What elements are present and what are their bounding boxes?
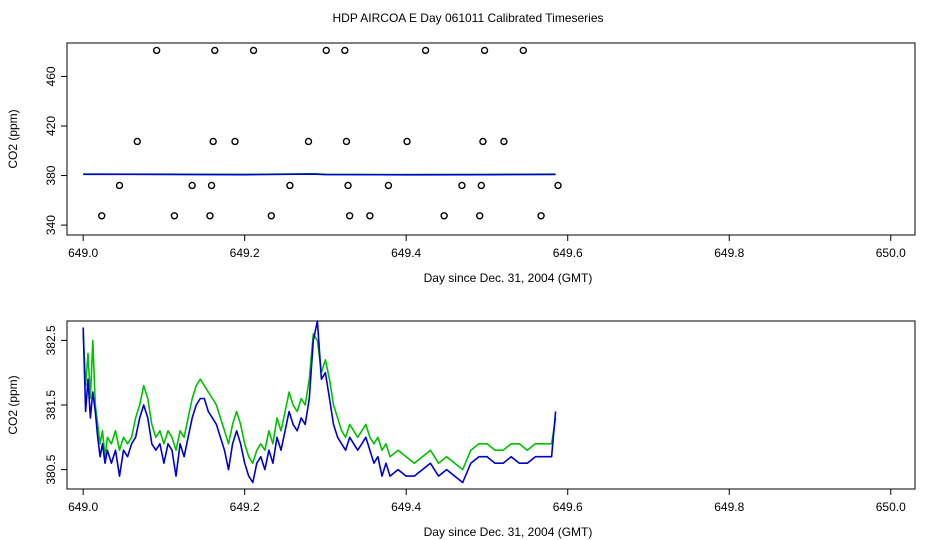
data-point xyxy=(480,46,489,55)
data-point xyxy=(344,181,352,190)
scatter-panel: 649.0 649.2 649.4 649.6 649.8 650.0 340 380 420 4… xyxy=(6,42,916,285)
y-tick-label: 381.5 xyxy=(44,390,58,420)
line-panel: 649.0 649.2 649.4 649.6 649.8 650.0 380.5 381.5… xyxy=(6,320,916,539)
series-line xyxy=(83,173,556,176)
data-point xyxy=(477,181,486,190)
data-point xyxy=(554,181,562,190)
data-point xyxy=(537,212,545,220)
y-tick-label: 382.5 xyxy=(44,325,58,355)
data-point xyxy=(341,46,349,55)
x-tick-label: 649.2 xyxy=(230,246,260,260)
data-point xyxy=(475,212,484,220)
x-tick-label: 649.8 xyxy=(714,500,744,514)
y-tick-label: 340 xyxy=(44,215,58,235)
data-point xyxy=(403,137,411,146)
data-point xyxy=(206,212,214,220)
x-tick-label: 649.0 xyxy=(68,500,98,514)
data-point xyxy=(170,212,179,220)
x-tick-label: 649.6 xyxy=(553,500,583,514)
data-point xyxy=(384,181,393,190)
plot-frame xyxy=(66,42,916,236)
data-point xyxy=(440,212,448,220)
y-axis-title: CO2 (ppm) xyxy=(6,375,20,434)
data-point xyxy=(345,212,354,220)
plot-frame xyxy=(66,320,916,490)
x-tick-label: 649.2 xyxy=(230,500,260,514)
data-point xyxy=(304,137,313,146)
data-point xyxy=(479,137,487,146)
data-point xyxy=(458,181,466,190)
x-tick-label: 649.6 xyxy=(553,246,583,260)
y-axis-title: CO2 (ppm) xyxy=(6,109,20,168)
data-point xyxy=(267,212,276,220)
x-axis-title: Day since Dec. 31, 2004 (GMT) xyxy=(424,271,593,285)
x-tick-label: 650.0 xyxy=(876,500,906,514)
x-tick-label: 649.4 xyxy=(391,246,421,260)
y-tick-label: 380.5 xyxy=(44,454,58,484)
y-tick-label: 380 xyxy=(44,165,58,185)
series-line xyxy=(82,320,557,484)
data-point xyxy=(322,46,330,55)
data-point xyxy=(500,137,508,146)
data-point xyxy=(231,137,239,146)
data-point xyxy=(519,46,528,55)
data-point xyxy=(207,181,216,190)
data-point xyxy=(249,46,258,55)
data-point xyxy=(211,46,219,55)
data-point xyxy=(115,181,124,190)
x-tick-label: 649.4 xyxy=(391,500,421,514)
data-point xyxy=(133,137,141,146)
y-tick-label: 420 xyxy=(44,116,58,136)
data-point xyxy=(188,181,196,190)
x-axis-title: Day since Dec. 31, 2004 (GMT) xyxy=(424,525,593,539)
data-point xyxy=(209,137,217,146)
x-tick-label: 649.8 xyxy=(714,246,744,260)
series-line xyxy=(82,333,557,471)
data-point xyxy=(286,181,294,190)
x-tick-label: 649.0 xyxy=(68,246,98,260)
data-point xyxy=(342,137,351,146)
data-point xyxy=(98,212,106,220)
y-tick-label: 460 xyxy=(44,66,58,86)
data-point xyxy=(421,46,430,55)
chart-title: HDP AIRCOA E Day 061011 Calibrated Times… xyxy=(332,11,603,25)
data-point xyxy=(366,212,374,220)
x-tick-label: 650.0 xyxy=(876,246,906,260)
data-point xyxy=(152,46,161,55)
